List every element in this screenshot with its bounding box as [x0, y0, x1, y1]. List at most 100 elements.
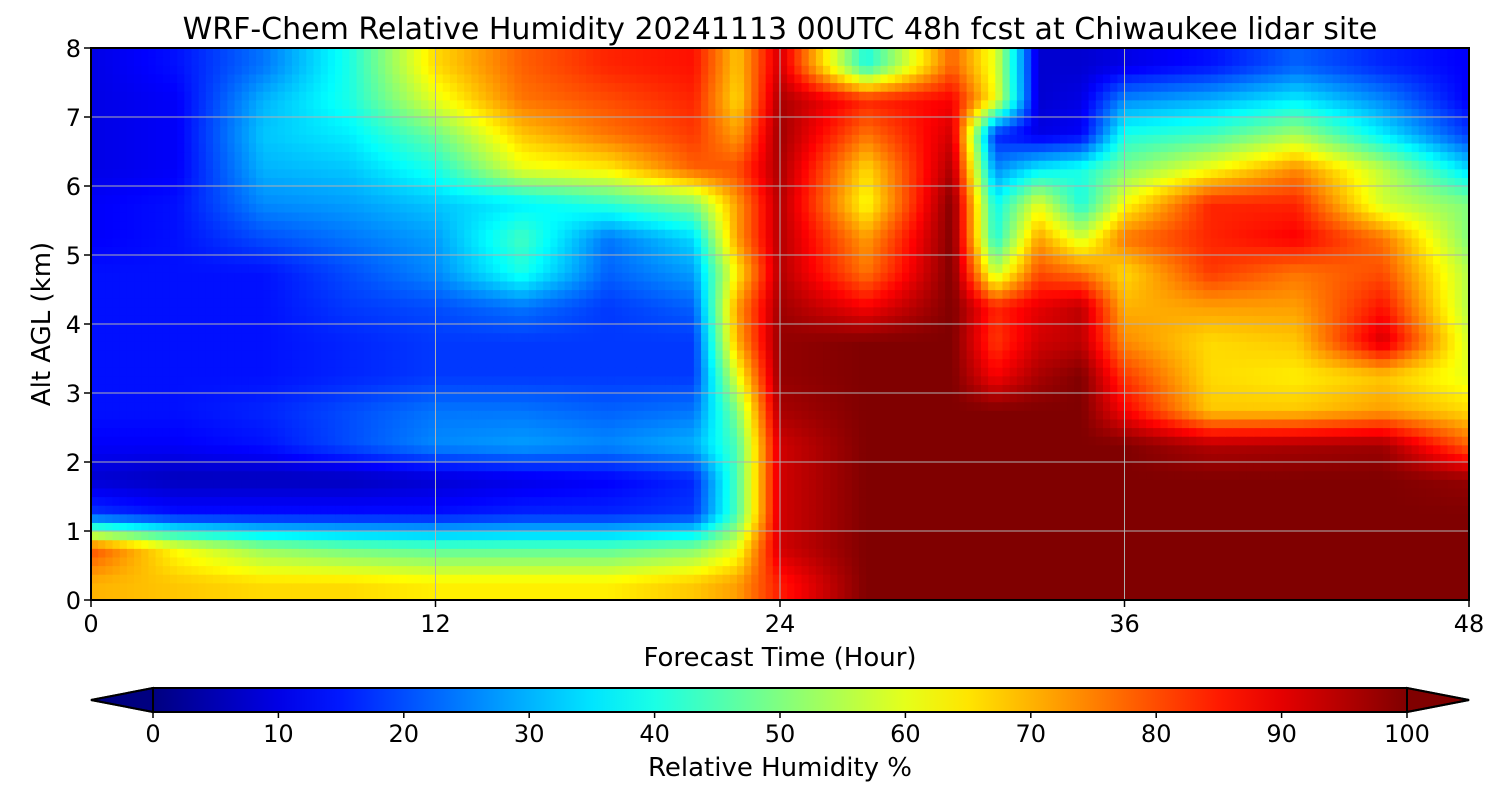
heatmap-cell [349, 487, 358, 498]
heatmap-cell [586, 487, 594, 498]
heatmap-cell [1210, 565, 1219, 575]
heatmap-cell [937, 410, 946, 420]
heatmap-cell [1275, 436, 1283, 446]
heatmap-cell [1131, 522, 1140, 532]
heatmap-cell [1318, 427, 1327, 437]
heatmap-cell [980, 487, 989, 498]
heatmap-cell [980, 582, 989, 592]
heatmap-cell [772, 393, 781, 403]
heatmap-cell [528, 591, 537, 600]
heatmap-cell [801, 531, 810, 541]
heatmap-cell [1289, 522, 1298, 532]
heatmap-cell [1059, 548, 1068, 558]
heatmap-cell [1138, 505, 1147, 515]
heatmap-cell [1074, 418, 1083, 429]
heatmap-cell [586, 496, 594, 506]
heatmap-cell [1102, 513, 1111, 523]
heatmap-cell [1411, 444, 1420, 454]
heatmap-cell [500, 479, 508, 489]
heatmap-cell [923, 487, 932, 498]
heatmap-cell [442, 548, 451, 558]
heatmap-cell [457, 513, 465, 523]
heatmap-cell [1296, 418, 1305, 429]
heatmap-cell [521, 427, 530, 437]
heatmap-cell [1131, 556, 1140, 567]
heatmap-cell [1131, 505, 1140, 515]
heatmap-cell [507, 513, 516, 523]
heatmap-cell [134, 401, 142, 411]
heatmap-cell [980, 513, 989, 523]
heatmap-cell [887, 401, 896, 411]
heatmap-cell [765, 453, 774, 463]
heatmap-cell [564, 401, 573, 411]
heatmap-cell [442, 384, 451, 394]
heatmap-cell [1303, 453, 1312, 463]
heatmap-cell [736, 522, 745, 532]
heatmap-cell [1447, 548, 1456, 558]
heatmap-cell [1153, 453, 1161, 463]
heatmap-cell [277, 505, 286, 515]
heatmap-cell [650, 384, 659, 394]
heatmap-cell [248, 375, 257, 385]
heatmap-cell [830, 522, 839, 532]
heatmap-cell [923, 513, 932, 523]
heatmap-cell [342, 513, 350, 523]
heatmap-cell [1239, 393, 1248, 403]
heatmap-cell [1189, 427, 1197, 437]
heatmap-cell [1282, 436, 1291, 446]
heatmap-cell [1375, 574, 1384, 584]
heatmap-cell [1375, 375, 1384, 385]
heatmap-cell [1160, 418, 1169, 429]
heatmap-cell [91, 591, 99, 600]
heatmap-cell [256, 505, 264, 515]
heatmap-cell [1246, 496, 1255, 506]
heatmap-cell [909, 513, 917, 523]
heatmap-cell [342, 556, 350, 567]
heatmap-cell [1146, 539, 1154, 549]
heatmap-cell [729, 591, 738, 600]
heatmap-cell [184, 418, 193, 429]
heatmap-cell [823, 401, 831, 411]
heatmap-cell [579, 410, 587, 420]
heatmap-cell [1411, 522, 1420, 532]
heatmap-cell [320, 487, 329, 498]
heatmap-cell [478, 444, 487, 454]
heatmap-cell [378, 410, 386, 420]
heatmap-cell [557, 574, 566, 584]
heatmap-cell [1325, 479, 1334, 489]
heatmap-cell [1074, 548, 1083, 558]
heatmap-cell [715, 548, 724, 558]
heatmap-cell [909, 375, 917, 385]
heatmap-cell [665, 384, 673, 394]
heatmap-cell [1102, 401, 1111, 411]
heatmap-cell [256, 531, 264, 541]
heatmap-cell [349, 453, 358, 463]
heatmap-cell [1332, 444, 1341, 454]
heatmap-cell [729, 556, 738, 567]
heatmap-cell [543, 462, 551, 472]
heatmap-cell [1095, 444, 1104, 454]
heatmap-cell [492, 479, 501, 489]
heatmap-cell [844, 574, 853, 584]
heatmap-cell [607, 479, 616, 489]
heatmap-cell [923, 582, 932, 592]
heatmap-cell [808, 444, 817, 454]
heatmap-cell [830, 401, 839, 411]
heatmap-cell [1260, 410, 1269, 420]
heatmap-cell [241, 401, 250, 411]
heatmap-cell [98, 384, 106, 394]
heatmap-cell [270, 548, 279, 558]
heatmap-cell [184, 591, 193, 600]
heatmap-cell [930, 487, 939, 498]
heatmap-cell [1124, 444, 1133, 454]
heatmap-cell [543, 556, 551, 567]
heatmap-cell [248, 470, 257, 480]
heatmap-cell [177, 531, 185, 541]
heatmap-cell [902, 427, 910, 437]
heatmap-cell [256, 539, 264, 549]
heatmap-cell [1110, 548, 1118, 558]
heatmap-cell [141, 582, 150, 592]
heatmap-cell [1074, 462, 1083, 472]
heatmap-cell [514, 539, 523, 549]
heatmap-cell [277, 479, 286, 489]
